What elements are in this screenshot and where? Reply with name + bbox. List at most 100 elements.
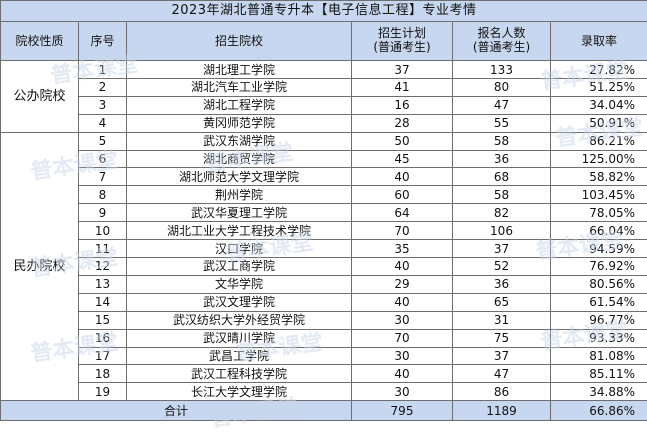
cell-school: 武汉纺织大学外经贸学院 [127,311,352,329]
admission-table: 2023年湖北普通专升本【电子信息工程】专业考情 院校性质 序号 招生院校 招生… [0,0,647,421]
table-row: 15 武汉纺织大学外经贸学院 30 31 96.77% [1,311,647,329]
cell-school: 湖北工业大学工程技术学院 [127,222,352,240]
table-title: 2023年湖北普通专升本【电子信息工程】专业考情 [1,1,647,22]
cell-plan: 60 [352,186,453,204]
cell-plan: 45 [352,150,453,168]
cell-no: 1 [79,61,127,79]
cell-rate: 93.33% [551,329,647,347]
cell-plan: 64 [352,204,453,222]
cell-applicants: 31 [453,311,551,329]
cell-no: 18 [79,365,127,383]
cell-no: 15 [79,311,127,329]
header-school-type: 院校性质 [1,21,79,60]
cell-no: 13 [79,275,127,293]
cell-plan: 50 [352,132,453,150]
cell-plan: 70 [352,329,453,347]
cell-school: 黄冈师范学院 [127,114,352,132]
table-row: 16 武汉晴川学院 70 75 93.33% [1,329,647,347]
cell-rate: 76.92% [551,258,647,276]
header-rate: 录取率 [551,21,647,60]
cell-plan: 30 [352,383,453,401]
cell-applicants: 55 [453,114,551,132]
table-row: 12 武汉工商学院 40 52 76.92% [1,258,647,276]
cell-plan: 16 [352,96,453,114]
cell-no: 9 [79,204,127,222]
cell-applicants: 36 [453,275,551,293]
cell-applicants: 37 [453,240,551,258]
table-row: 3 湖北工程学院 16 47 34.04% [1,96,647,114]
cell-rate: 103.45% [551,186,647,204]
cell-rate: 125.00% [551,150,647,168]
table-row: 4 黄冈师范学院 28 55 50.91% [1,114,647,132]
cell-applicants: 36 [453,150,551,168]
table-row: 6 湖北商贸学院 45 36 125.00% [1,150,647,168]
cell-school: 文华学院 [127,275,352,293]
cell-school: 湖北理工学院 [127,61,352,79]
cell-plan: 30 [352,347,453,365]
table-row: 民办院校 5 武汉东湖学院 50 58 86.21% [1,132,647,150]
cell-plan: 29 [352,275,453,293]
cell-applicants: 58 [453,132,551,150]
cell-plan: 28 [352,114,453,132]
cell-school: 武汉晴川学院 [127,329,352,347]
cell-school: 武汉工程科技学院 [127,365,352,383]
cell-rate: 80.56% [551,275,647,293]
cell-school: 武汉华夏理工学院 [127,204,352,222]
table-row: 2 湖北汽车工业学院 41 80 51.25% [1,78,647,96]
cell-school: 武昌工学院 [127,347,352,365]
cell-applicants: 65 [453,293,551,311]
header-applicants: 报名人数 (普通考生) [453,21,551,60]
cell-plan: 30 [352,311,453,329]
cell-school: 武汉东湖学院 [127,132,352,150]
header-plan-line1: 招生计划 [352,27,452,41]
cell-rate: 50.91% [551,114,647,132]
table-row: 17 武昌工学院 30 37 81.08% [1,347,647,365]
cell-no: 17 [79,347,127,365]
cell-rate: 34.88% [551,383,647,401]
total-row: 合计 795 1189 66.86% [1,401,647,421]
cell-plan: 40 [352,258,453,276]
cell-no: 3 [79,96,127,114]
group-private: 民办院校 [1,132,79,401]
cell-no: 5 [79,132,127,150]
cell-no: 12 [79,258,127,276]
cell-school: 湖北汽车工业学院 [127,78,352,96]
cell-applicants: 86 [453,383,551,401]
cell-no: 6 [79,150,127,168]
cell-applicants: 82 [453,204,551,222]
cell-no: 8 [79,186,127,204]
header-applicants-line2: (普通考生) [453,41,550,55]
header-applicants-line1: 报名人数 [453,27,550,41]
cell-applicants: 47 [453,96,551,114]
table-row: 7 湖北师范大学文理学院 40 68 58.82% [1,168,647,186]
cell-plan: 40 [352,168,453,186]
cell-applicants: 52 [453,258,551,276]
cell-plan: 40 [352,293,453,311]
header-plan: 招生计划 (普通考生) [352,21,453,60]
cell-school: 湖北工程学院 [127,96,352,114]
table-row: 10 湖北工业大学工程技术学院 70 106 66.04% [1,222,647,240]
total-rate: 66.86% [551,401,647,421]
cell-rate: 58.82% [551,168,647,186]
table-row: 8 荆州学院 60 58 103.45% [1,186,647,204]
table-row: 18 武汉工程科技学院 40 47 85.11% [1,365,647,383]
total-label: 合计 [1,401,352,421]
cell-applicants: 75 [453,329,551,347]
total-applicants: 1189 [453,401,551,421]
cell-school: 长江大学文理学院 [127,383,352,401]
table-row: 14 武汉文理学院 40 65 61.54% [1,293,647,311]
cell-no: 10 [79,222,127,240]
cell-plan: 40 [352,365,453,383]
cell-school: 湖北商贸学院 [127,150,352,168]
cell-no: 2 [79,78,127,96]
cell-rate: 81.08% [551,347,647,365]
cell-school: 武汉文理学院 [127,293,352,311]
cell-no: 19 [79,383,127,401]
cell-rate: 27.82% [551,61,647,79]
cell-applicants: 37 [453,347,551,365]
cell-rate: 61.54% [551,293,647,311]
cell-rate: 94.59% [551,240,647,258]
cell-applicants: 80 [453,78,551,96]
cell-applicants: 133 [453,61,551,79]
cell-rate: 96.77% [551,311,647,329]
